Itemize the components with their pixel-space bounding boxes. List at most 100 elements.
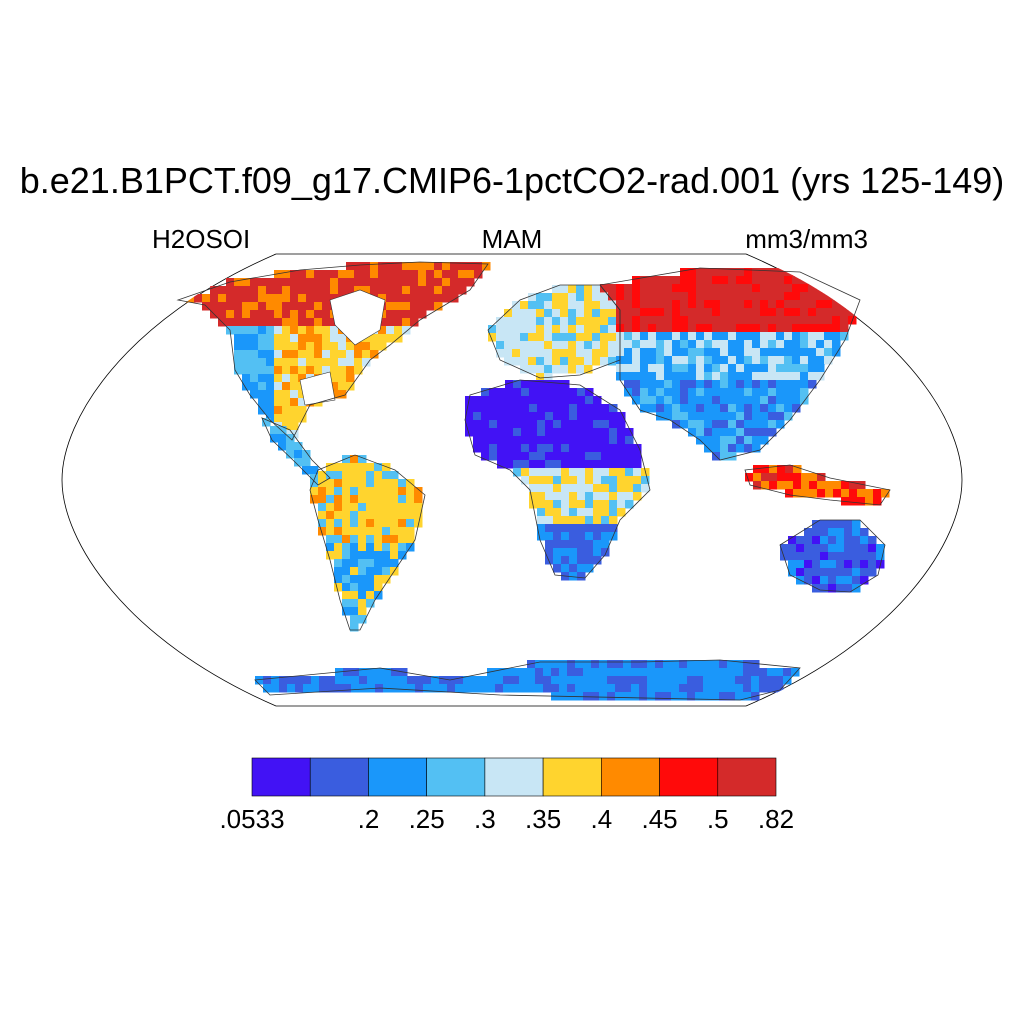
grid-cell <box>631 660 640 669</box>
grid-cell <box>768 292 777 301</box>
grid-cell <box>796 536 805 545</box>
grid-cell <box>696 388 705 397</box>
grid-cell <box>234 334 243 343</box>
grid-cell <box>696 324 705 333</box>
grid-cell <box>374 551 383 560</box>
grid-cell <box>711 692 720 701</box>
grid-cell <box>479 684 488 693</box>
grid-cell <box>326 551 335 560</box>
grid-cell <box>330 358 339 367</box>
grid-cell <box>624 348 633 357</box>
grid-cell <box>551 684 560 693</box>
grid-cell <box>426 294 435 303</box>
grid-cell <box>664 316 673 325</box>
grid-cell <box>711 676 720 685</box>
grid-cell <box>311 676 320 685</box>
grid-cell <box>601 516 610 525</box>
grid-cell <box>569 404 578 413</box>
grid-cell <box>820 568 829 577</box>
grid-cell <box>350 591 359 600</box>
grid-cell <box>374 463 383 472</box>
grid-cell <box>576 293 585 302</box>
grid-cell <box>471 684 480 693</box>
grid-cell <box>529 428 538 437</box>
grid-cell <box>378 326 387 335</box>
grid-cell <box>632 308 641 317</box>
grid-cell <box>712 436 721 445</box>
grid-cell <box>378 270 387 279</box>
colorbar-tick-label: .82 <box>757 804 795 834</box>
grid-cell <box>326 487 335 496</box>
grid-cell <box>820 536 829 545</box>
grid-cell <box>584 293 593 302</box>
grid-cell <box>828 536 837 545</box>
grid-cell <box>852 576 861 585</box>
grid-cell <box>338 374 347 383</box>
grid-cell <box>577 444 586 453</box>
grid-cell <box>473 420 482 429</box>
grid-cell <box>601 524 610 533</box>
grid-cell <box>601 492 610 501</box>
grid-cell <box>704 340 713 349</box>
grid-cell <box>322 302 331 311</box>
grid-cell <box>768 364 777 373</box>
grid-cell <box>760 284 769 293</box>
grid-cell <box>720 388 729 397</box>
grid-cell <box>318 487 327 496</box>
grid-cell <box>656 292 665 301</box>
grid-cell <box>680 292 689 301</box>
grid-cell <box>512 325 521 334</box>
grid-cell <box>796 552 805 561</box>
grid-cell <box>561 548 570 557</box>
grid-cell <box>258 278 267 287</box>
grid-cell <box>402 270 411 279</box>
grid-cell <box>800 396 809 405</box>
grid-cell <box>278 426 287 435</box>
grid-cell <box>473 428 482 437</box>
grid-cell <box>576 301 585 310</box>
grid-cell <box>350 575 359 584</box>
grid-cell <box>800 300 809 309</box>
grid-cell <box>615 676 624 685</box>
grid-cell <box>274 294 283 303</box>
grid-cell <box>537 412 546 421</box>
grid-cell <box>529 404 538 413</box>
grid-cell <box>820 552 829 561</box>
grid-cell <box>720 444 729 453</box>
grid-cell <box>298 366 307 375</box>
grid-cell <box>338 390 347 399</box>
grid-cell <box>783 668 792 677</box>
grid-cell <box>760 268 769 277</box>
grid-cell <box>585 516 594 525</box>
grid-cell <box>744 348 753 357</box>
grid-cell <box>852 544 861 553</box>
grid-cell <box>504 309 513 318</box>
grid-cell <box>688 388 697 397</box>
grid-cell <box>704 292 713 301</box>
grid-cell <box>439 684 448 693</box>
grid-cell <box>473 436 482 445</box>
grid-cell <box>593 492 602 501</box>
grid-cell <box>553 404 562 413</box>
grid-cell <box>615 692 624 701</box>
grid-cell <box>560 349 569 358</box>
grid-cell <box>298 278 307 287</box>
grid-cell <box>561 484 570 493</box>
grid-cell <box>784 388 793 397</box>
grid-cell <box>711 684 720 693</box>
grid-cell <box>318 479 327 488</box>
grid-cell <box>696 372 705 381</box>
grid-cell <box>632 324 641 333</box>
grid-cell <box>210 302 219 311</box>
grid-cell <box>521 380 530 389</box>
grid-cell <box>282 278 291 287</box>
grid-cell <box>553 412 562 421</box>
grid-cell <box>719 668 728 677</box>
grid-cell <box>343 676 352 685</box>
grid-cell <box>382 543 391 552</box>
grid-cell <box>489 420 498 429</box>
grid-cell <box>632 388 641 397</box>
grid-cell <box>362 358 371 367</box>
grid-cell <box>569 532 578 541</box>
grid-cell <box>298 414 307 423</box>
